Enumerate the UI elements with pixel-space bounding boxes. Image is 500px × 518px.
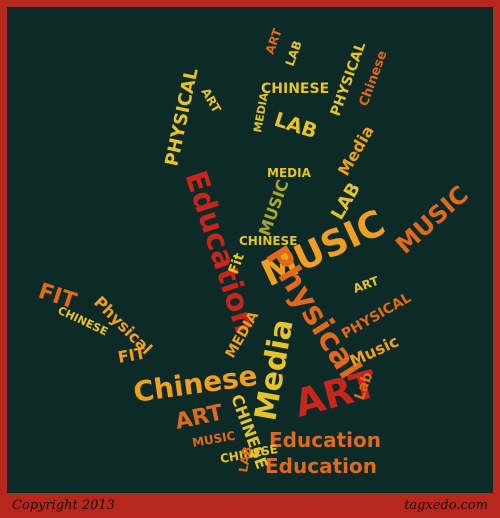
- word-fit-center: Fit: [226, 251, 248, 277]
- footer: Copyright 2013 tagxedo.com: [0, 496, 500, 518]
- word-music-right: MUSIC: [390, 180, 474, 259]
- brand-link[interactable]: tagxedo.com: [404, 498, 488, 513]
- word-education-bottom-2: Education: [265, 454, 377, 478]
- word-lab-finger: LAB: [283, 39, 305, 68]
- word-media-finger: MEDIA: [251, 91, 271, 133]
- hand-word-cloud: Education MUSIC Physical Chinese Media A…: [35, 26, 474, 478]
- word-fit-lower: FIT: [116, 343, 147, 367]
- word-lab-upper: LAB: [271, 107, 320, 143]
- word-media-mid: MEDIA: [267, 166, 312, 180]
- word-cloud-canvas: Education MUSIC Physical Chinese Media A…: [7, 7, 493, 493]
- word-lab-bottom: LAB: [236, 445, 254, 473]
- word-music-bottom: MUSIC: [191, 429, 237, 450]
- word-art-upper: ART: [198, 86, 224, 116]
- word-education-bottom: Education: [269, 428, 381, 452]
- word-physical-right-finger: PHYSICAL: [328, 40, 370, 118]
- word-chinese-finger-2: CHINESE: [239, 234, 297, 248]
- word-chinese-upper: CHINESE: [261, 81, 329, 97]
- word-music-mid: MUSIC: [255, 177, 293, 238]
- word-media-right: Media: [334, 122, 378, 179]
- word-physical-upper: PHYSICAL: [161, 66, 202, 168]
- word-physical-right: PHYSICAL: [339, 290, 414, 343]
- word-art-finger: ART: [263, 26, 285, 56]
- word-art-small: ART: [351, 273, 381, 295]
- word-art-mid: ART: [173, 400, 225, 434]
- copyright-text: Copyright 2013: [12, 498, 115, 513]
- word-media-large: Media: [248, 317, 300, 424]
